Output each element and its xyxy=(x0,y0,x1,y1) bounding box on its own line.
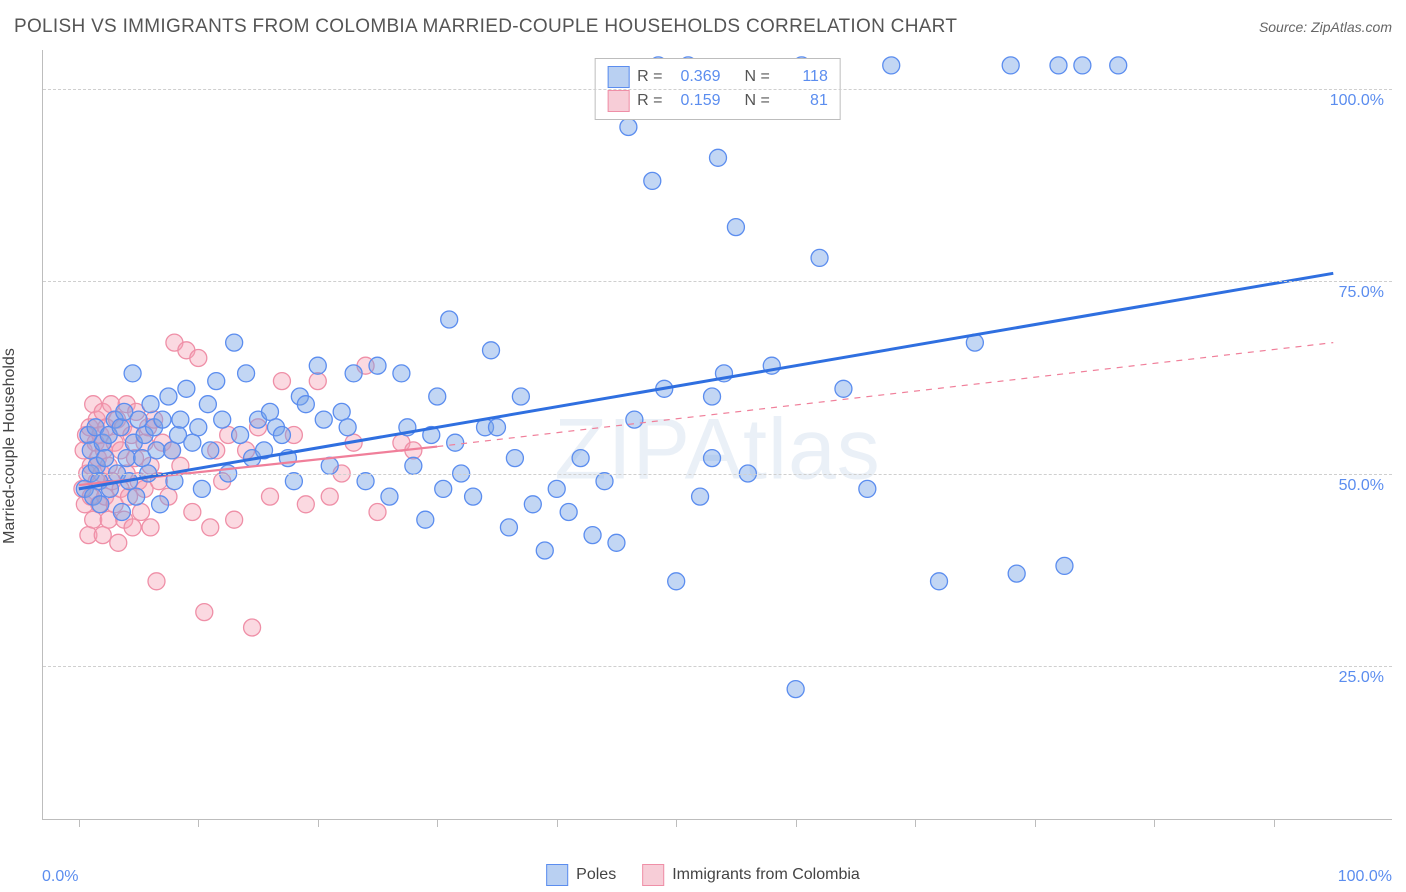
legend-label-colombia: Immigrants from Colombia xyxy=(672,866,860,884)
x-axis-max-label: 100.0% xyxy=(1338,868,1392,886)
source-label: Source: ZipAtlas.com xyxy=(1259,19,1392,35)
y-tick-label: 100.0% xyxy=(1330,92,1384,110)
legend-item-poles: Poles xyxy=(546,864,616,886)
y-axis-label: Married-couple Households xyxy=(1,348,19,544)
y-tick-label: 25.0% xyxy=(1339,669,1384,687)
bottom-legend: Poles Immigrants from Colombia xyxy=(546,864,860,886)
swatch-pink-icon xyxy=(642,864,664,886)
x-axis-min-label: 0.0% xyxy=(42,868,78,886)
swatch-blue-icon xyxy=(546,864,568,886)
y-tick-label: 50.0% xyxy=(1339,477,1384,495)
legend-label-poles: Poles xyxy=(576,866,616,884)
scatter-svg xyxy=(43,50,1392,819)
y-tick-label: 75.0% xyxy=(1339,284,1384,302)
swatch-pink-icon xyxy=(607,90,629,112)
swatch-blue-icon xyxy=(607,66,629,88)
legend-item-colombia: Immigrants from Colombia xyxy=(642,864,860,886)
chart-title: POLISH VS IMMIGRANTS FROM COLOMBIA MARRI… xyxy=(14,16,957,38)
stats-row-poles: R = 0.369 N = 118 xyxy=(607,65,828,89)
chart-plot-area: ZIPAtlas R = 0.369 N = 118 R = 0.159 N =… xyxy=(42,50,1392,820)
stats-row-colombia: R = 0.159 N = 81 xyxy=(607,89,828,113)
